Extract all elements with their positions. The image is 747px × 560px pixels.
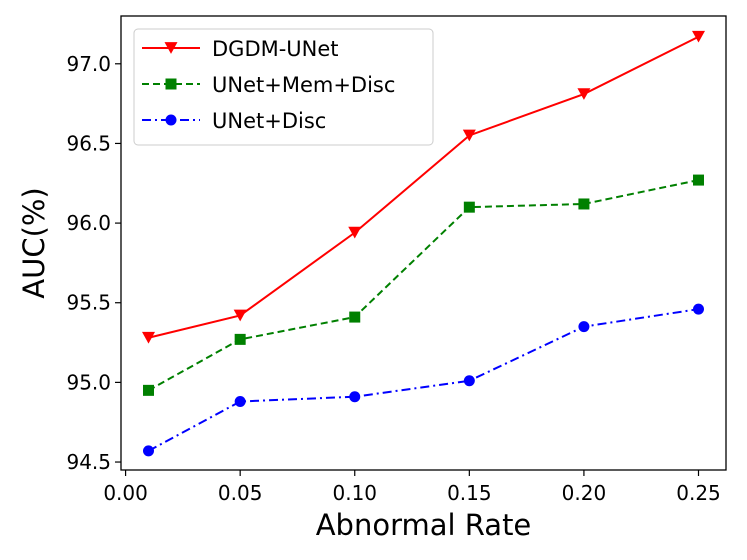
data-point-unet-mem-disc (463, 201, 475, 213)
legend-marker-unet-mem-disc (165, 78, 177, 90)
data-point-dgdm-unet (348, 226, 362, 239)
series-unet-disc (143, 303, 704, 457)
series-unet-mem-disc (143, 174, 704, 396)
data-point-dgdm-unet (233, 309, 247, 322)
data-point-unet-mem-disc (578, 198, 590, 210)
data-point-unet-disc (578, 321, 590, 333)
y-tick-label: 95.5 (66, 291, 111, 315)
x-tick-label: 0.15 (447, 481, 492, 505)
y-tick-label: 95.0 (66, 370, 111, 394)
legend-marker-dgdm-unet (164, 42, 178, 54)
legend-label-unet-disc: UNet+Disc (212, 109, 326, 133)
legend-box (133, 28, 434, 146)
x-axis-title: Abnormal Rate (316, 508, 532, 542)
data-point-dgdm-unet (692, 30, 705, 43)
data-point-dgdm-unet (577, 88, 591, 100)
x-tick-label: 0.25 (676, 481, 721, 505)
legend-label-unet-mem-disc: UNet+Mem+Disc (212, 73, 395, 97)
series-line-dgdm-unet (148, 35, 699, 339)
plot-area-frame (120, 15, 727, 471)
x-tick-label: 0.10 (332, 481, 377, 505)
data-point-dgdm-unet (142, 331, 155, 344)
data-point-unet-disc (349, 391, 361, 403)
data-point-unet-disc (693, 303, 704, 315)
x-tick-label: 0.20 (562, 481, 607, 505)
data-point-unet-mem-disc (143, 384, 154, 396)
data-point-dgdm-unet (462, 129, 476, 142)
y-axis-title: AUC(%) (17, 187, 51, 299)
series-line-unet-disc (148, 308, 699, 452)
data-point-unet-mem-disc (693, 174, 704, 186)
y-tick-label: 97.0 (66, 52, 111, 76)
legend: DGDM-UNet UNet+Mem+Disc UNet+Disc (133, 28, 434, 146)
legend-marker-unet-disc (165, 114, 177, 126)
series-dgdm-unet (142, 30, 705, 344)
legend-label-dgdm-unet: DGDM-UNet (212, 37, 339, 61)
data-point-unet-mem-disc (349, 311, 361, 323)
data-point-unet-disc (463, 375, 475, 387)
data-point-unet-mem-disc (234, 333, 246, 345)
data-point-unet-disc (234, 396, 246, 408)
x-tick-label: 0.05 (218, 481, 263, 505)
x-tick-label: 0.00 (103, 481, 148, 505)
data-point-unet-disc (143, 445, 154, 457)
y-tick-label: 96.0 (66, 211, 111, 235)
y-tick-label: 94.5 (66, 450, 111, 474)
y-tick-label: 96.5 (66, 131, 111, 155)
series-line-unet-mem-disc (148, 179, 699, 392)
